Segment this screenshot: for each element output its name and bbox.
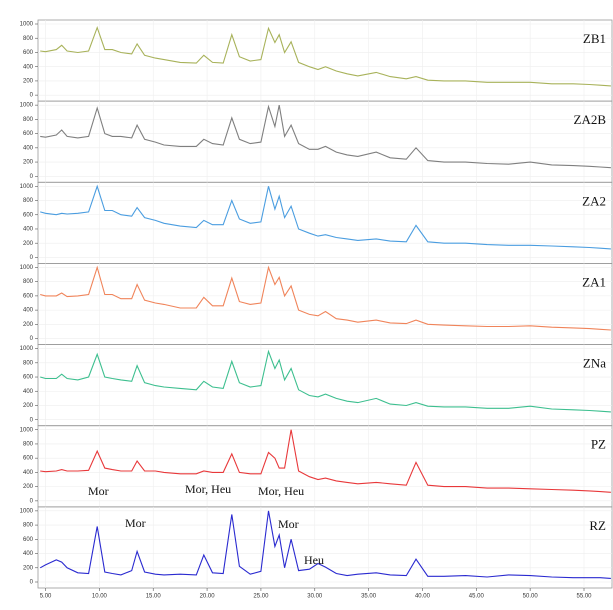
x-tick-label: 40.00 [415, 594, 431, 600]
y-tick-label: 800 [23, 279, 34, 285]
series-label: ZNa [583, 356, 606, 371]
y-tick-label: 800 [23, 198, 34, 204]
y-tick-label: 1000 [20, 346, 34, 352]
x-tick-label: 30.00 [307, 594, 323, 600]
annotation: Heu [304, 553, 324, 567]
x-tick-label: 10.00 [92, 594, 108, 600]
x-tick-label: 55.00 [576, 594, 592, 600]
panel-frame [37, 100, 613, 183]
y-tick-label: 400 [23, 389, 34, 395]
annotation: Mor, Heu [185, 482, 231, 496]
annotation: Mor [278, 517, 299, 531]
y-tick-label: 0 [30, 174, 34, 180]
y-tick-label: 1000 [20, 103, 34, 109]
xrd-line [40, 184, 611, 250]
y-tick-label: 600 [23, 456, 34, 462]
y-tick-label: 400 [23, 227, 34, 233]
series-label: ZA2B [574, 112, 607, 127]
y-tick-label: 0 [30, 417, 34, 423]
y-tick-label: 600 [23, 375, 34, 381]
y-tick-label: 600 [23, 293, 34, 299]
y-tick-label: 400 [23, 64, 34, 70]
y-tick-label: 0 [30, 336, 34, 342]
y-tick-label: 1000 [20, 265, 34, 271]
y-tick-label: 1000 [20, 22, 34, 28]
y-tick-label: 600 [23, 131, 34, 137]
y-tick-label: 800 [23, 117, 34, 123]
series-label: PZ [591, 437, 606, 452]
y-tick-label: 200 [23, 241, 34, 247]
y-tick-label: 200 [23, 484, 34, 490]
panel-frame [37, 181, 613, 264]
xrd-line [40, 265, 611, 331]
series-label: ZA2 [582, 193, 606, 208]
xrd-line [40, 104, 611, 169]
y-tick-label: 0 [30, 498, 34, 504]
y-tick-label: 800 [23, 36, 34, 42]
y-tick-label: 800 [23, 523, 34, 529]
panel-frame [37, 263, 613, 345]
y-tick-label: 200 [23, 565, 34, 571]
x-tick-label: 15.00 [146, 594, 162, 600]
annotation: Mor [125, 516, 146, 530]
xrd-line [39, 510, 611, 579]
y-tick-label: 0 [30, 580, 34, 586]
y-tick-label: 600 [23, 50, 34, 56]
series-label: RZ [589, 518, 606, 533]
xrd-line [40, 349, 611, 413]
x-tick-label: 50.00 [523, 594, 539, 600]
y-tick-label: 600 [23, 212, 34, 218]
x-tick-label: 35.00 [361, 594, 377, 600]
series-label: ZA1 [582, 274, 606, 289]
annotation: Mor [88, 484, 109, 498]
series-label: ZB1 [583, 31, 606, 46]
y-tick-label: 600 [23, 537, 34, 543]
panel-frame [37, 506, 613, 589]
xrd-line [40, 429, 611, 493]
panel-frame [37, 425, 613, 508]
y-tick-label: 1000 [20, 184, 34, 190]
y-tick-label: 200 [23, 160, 34, 166]
y-tick-label: 200 [23, 403, 34, 409]
y-tick-label: 800 [23, 360, 34, 366]
y-tick-label: 400 [23, 308, 34, 314]
xrd-line [40, 25, 611, 87]
x-tick-label: 5.00 [40, 594, 52, 600]
x-tick-label: 25.00 [253, 594, 269, 600]
x-tick-label: 20.00 [200, 594, 216, 600]
y-tick-label: 200 [23, 78, 34, 84]
x-tick-label: 45.00 [469, 594, 485, 600]
panel-frame [37, 344, 613, 427]
annotation: Mor, Heu [258, 484, 304, 498]
panel-frame [37, 19, 613, 102]
y-tick-label: 200 [23, 322, 34, 328]
y-tick-label: 400 [23, 145, 34, 151]
y-tick-label: 800 [23, 442, 34, 448]
y-tick-label: 400 [23, 551, 34, 557]
y-tick-label: 400 [23, 470, 34, 476]
y-tick-label: 0 [30, 93, 34, 99]
y-tick-label: 1000 [20, 508, 34, 514]
y-tick-label: 0 [30, 255, 34, 261]
y-tick-label: 1000 [20, 427, 34, 433]
